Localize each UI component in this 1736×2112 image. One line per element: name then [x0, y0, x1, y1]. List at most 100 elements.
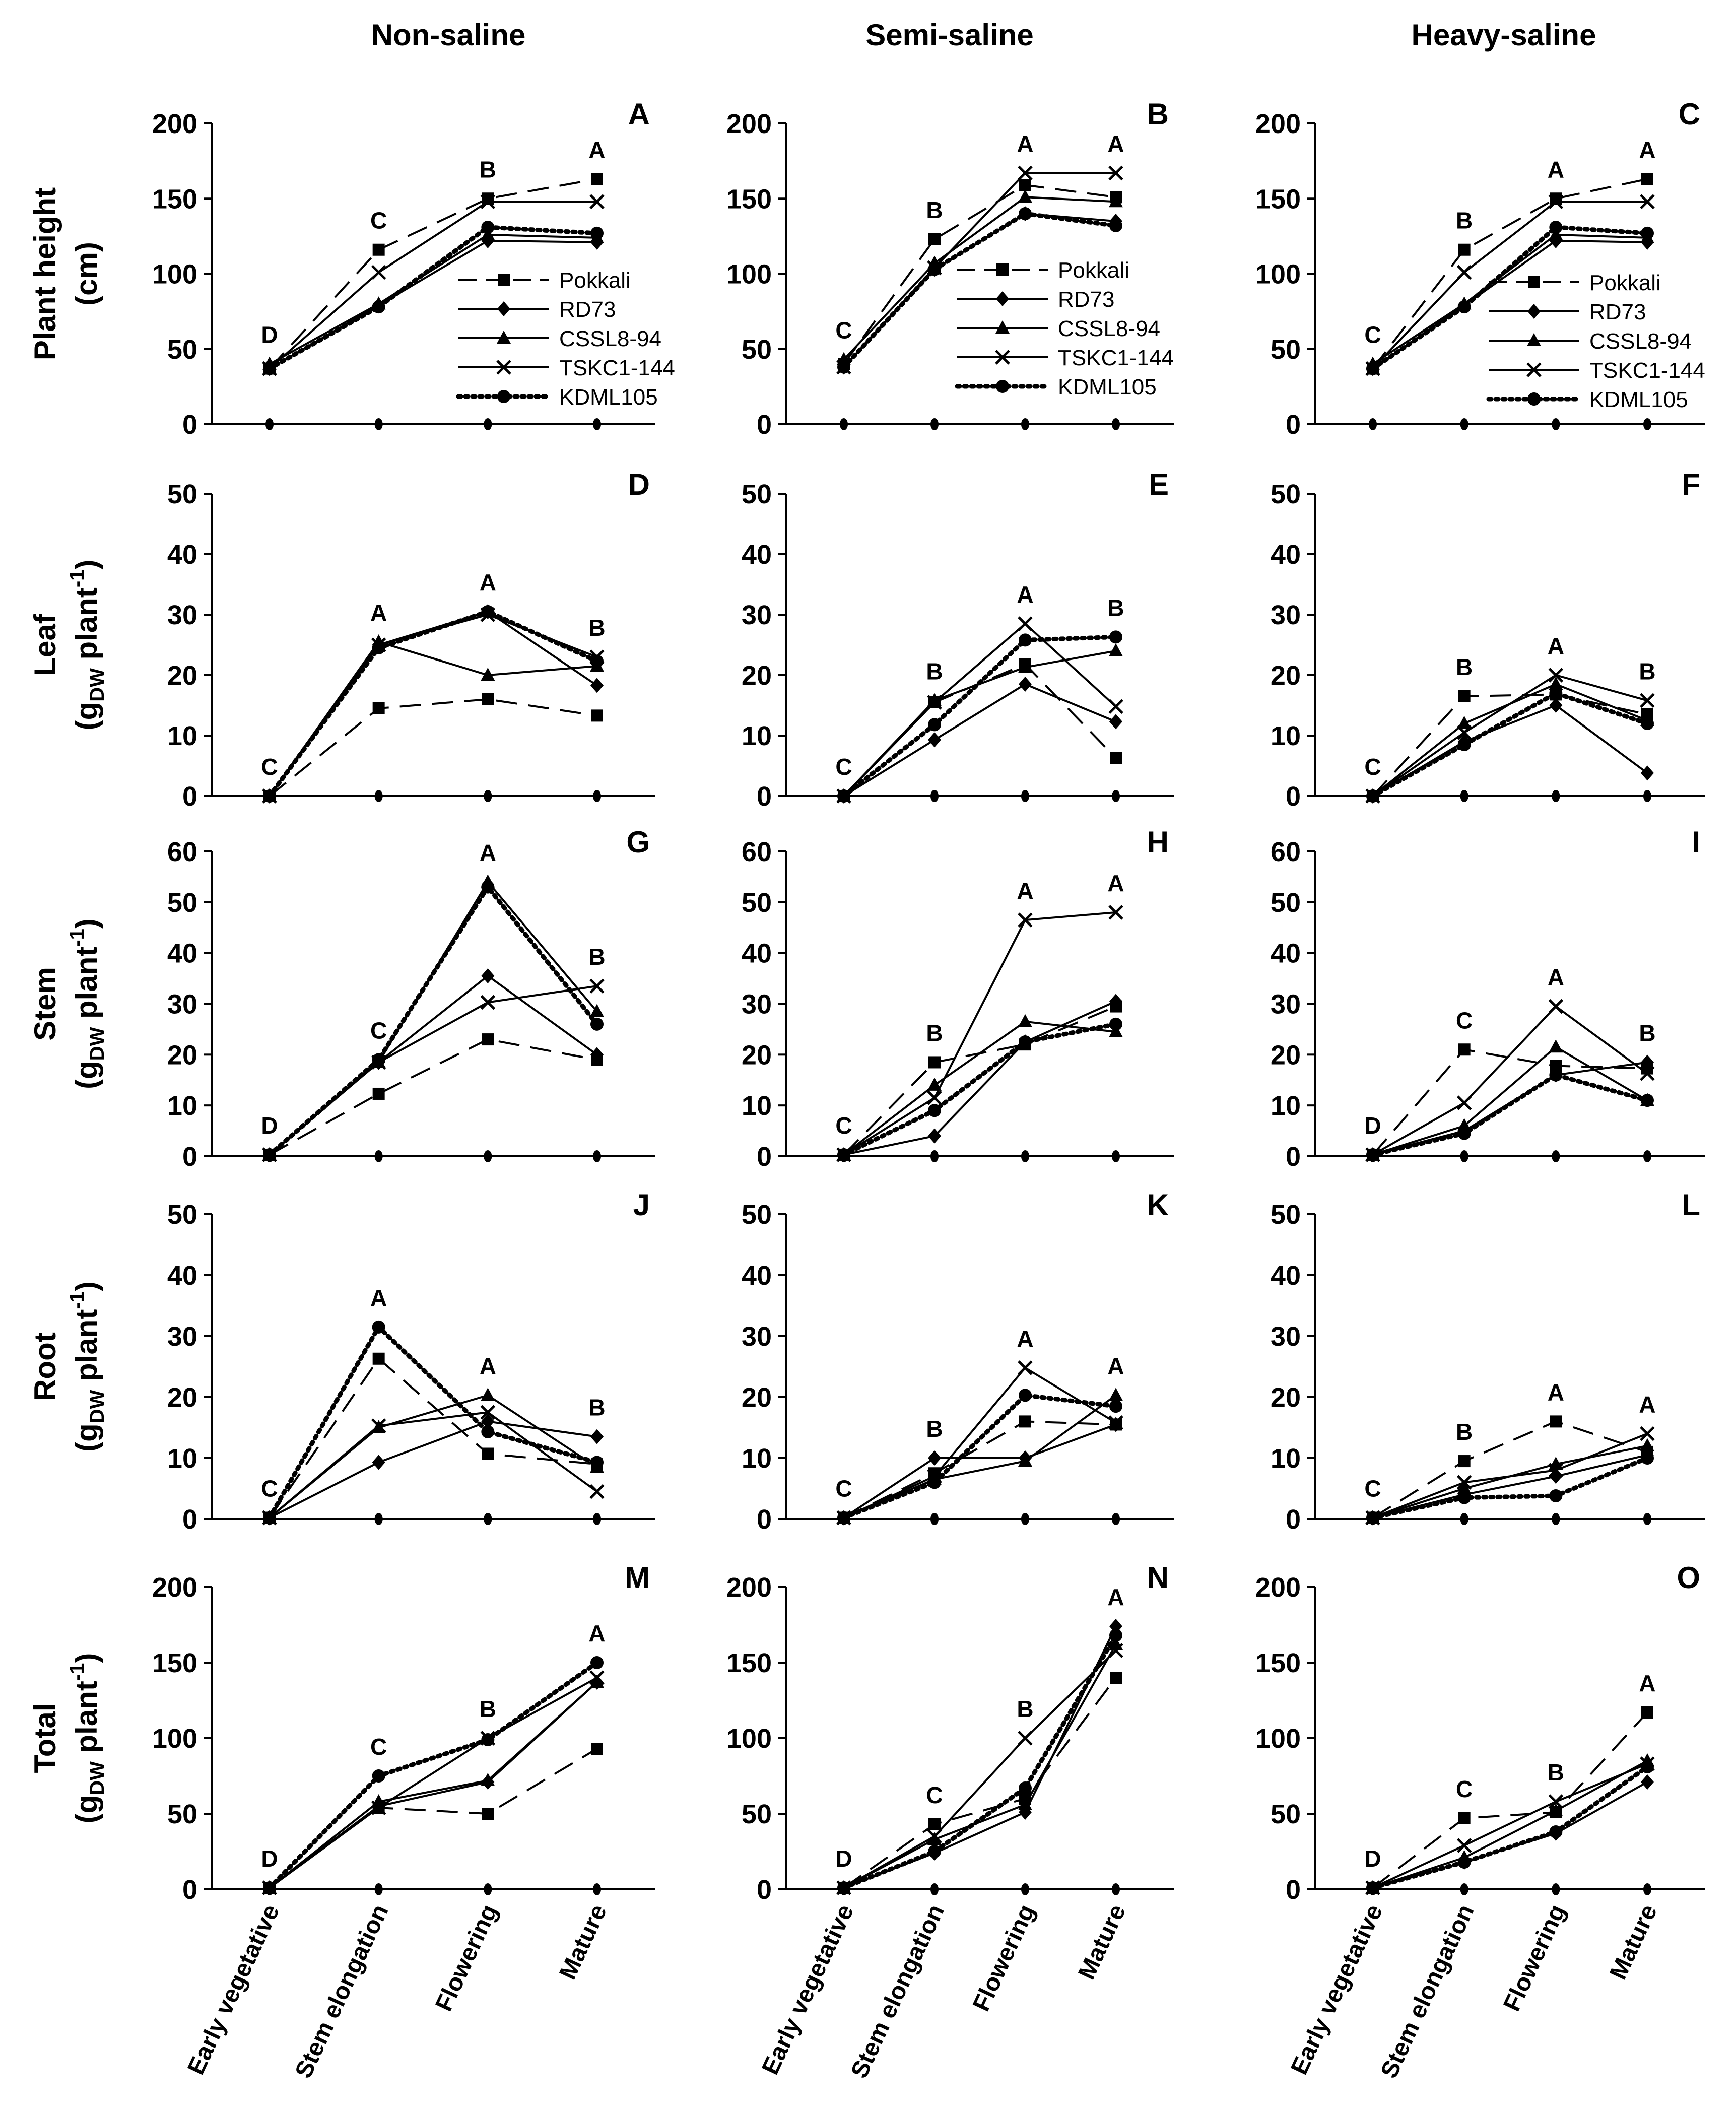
data-point-cssl8-94 [1109, 1024, 1123, 1037]
data-point-kdml105 [928, 1104, 941, 1117]
significance-letter: C [370, 1017, 387, 1043]
y-tick-label: 0 [757, 1875, 772, 1905]
y-tick-label: 50 [742, 479, 772, 509]
data-point-pokkali [928, 233, 941, 245]
data-point-pokkali [372, 1352, 385, 1365]
y-tick-label: 30 [742, 600, 772, 630]
row-label-root: Root(gDW plant-1) [28, 1281, 108, 1452]
x-tick-label: Stem elongation [846, 1900, 950, 2082]
y-tick-label: 50 [167, 479, 197, 509]
data-point-tskc1-144 [1456, 265, 1472, 280]
row-label-main: Root [28, 1332, 62, 1401]
significance-letter: A [1017, 1326, 1033, 1352]
significance-letter: B [588, 944, 605, 970]
significance-letter: A [480, 1353, 496, 1379]
data-point-kdml105 [837, 360, 850, 374]
data-point-kdml105 [263, 1881, 276, 1894]
significance-letter: B [1107, 595, 1124, 621]
data-point-rd73 [928, 1450, 941, 1466]
data-point-pokkali [1110, 1672, 1122, 1684]
y-tick-label: 0 [182, 1875, 197, 1905]
x-tick-dot [374, 1150, 383, 1162]
significance-letter: A [1639, 1670, 1655, 1696]
y-tick-label: 10 [1271, 721, 1301, 751]
x-tick-label: Early vegetative [182, 1900, 285, 2079]
x-tick-dot [1643, 1513, 1651, 1525]
data-point-pokkali [591, 709, 603, 722]
series-pokkali [838, 1672, 1122, 1894]
data-point-kdml105 [1549, 220, 1563, 234]
significance-letter: B [1456, 208, 1473, 234]
y-tick-label: 40 [742, 939, 772, 969]
y-tick-label: 50 [742, 1200, 772, 1230]
diamond-marker [1527, 304, 1541, 319]
significance-letter: A [1548, 633, 1564, 659]
data-point-kdml105 [263, 1148, 276, 1161]
series-line [843, 1020, 1116, 1156]
legend-label-cssl8-94: CSSL8-94 [1589, 329, 1692, 354]
data-point-cssl8-94 [1109, 643, 1123, 656]
data-point-kdml105 [481, 1733, 495, 1746]
row-label-stem: Stem(gDW plant-1) [28, 918, 108, 1089]
x-tick-label-group: Stem elongation [1376, 1900, 1480, 2082]
data-point-kdml105 [1019, 1781, 1032, 1795]
x-tick-dot [593, 418, 601, 430]
series-line [1372, 674, 1648, 797]
x-tick-dot [840, 418, 848, 430]
data-point-cssl8-94 [1640, 1438, 1654, 1451]
x-marker [1526, 362, 1542, 377]
y-tick-label: 10 [1271, 1091, 1301, 1121]
data-point-pokkali [372, 702, 385, 714]
row-label-unit-line2-mid: plant [70, 587, 103, 668]
data-point-tskc1-144 [1456, 1838, 1472, 1853]
series-line [1370, 1072, 1650, 1157]
y-tick-label: 20 [1271, 661, 1301, 691]
data-point-kdml105 [590, 654, 604, 668]
row-label-unit-line2-sup: -1 [66, 1291, 88, 1309]
series-line [267, 609, 599, 799]
data-point-kdml105 [1457, 738, 1471, 751]
data-point-tskc1-144 [1548, 1794, 1564, 1809]
y-tick-label: 0 [757, 1142, 772, 1172]
significance-letter: C [261, 1476, 278, 1502]
row-label-unit-line2-prefix: (g [70, 1061, 103, 1089]
row-label-unit-line2-prefix: (g [70, 702, 103, 731]
data-point-tskc1-144 [1018, 912, 1033, 928]
data-point-cssl8-94 [1457, 716, 1472, 729]
row-label-unit-line2-sup: -1 [66, 570, 88, 588]
x-tick-dot [1021, 1883, 1029, 1895]
significance-letter: B [480, 156, 496, 182]
x-tick-dot [1021, 1150, 1029, 1162]
x-tick-label: Stem elongation [290, 1900, 394, 2082]
series-line [843, 683, 1116, 797]
series-line [843, 1000, 1116, 1156]
y-tick-label: 50 [167, 1200, 197, 1230]
data-point-tskc1-144 [1018, 1731, 1033, 1746]
data-point-tskc1-144 [371, 1800, 386, 1815]
row-label-unit: (gDW plant-1) [66, 560, 108, 731]
series-rd73 [837, 677, 1122, 804]
data-point-kdml105 [481, 605, 495, 618]
x-tick-dot [1552, 1513, 1560, 1525]
triangle-marker [497, 331, 511, 344]
series-line [843, 1644, 1117, 1889]
series-line [1372, 1760, 1648, 1889]
x-tick-dot [1643, 1883, 1651, 1895]
series-cssl8-94 [262, 227, 604, 370]
y-tick-label: 60 [167, 837, 197, 867]
row-label-main: Plant height [28, 187, 62, 360]
significance-letter: C [370, 1734, 387, 1760]
data-point-kdml105 [837, 1511, 850, 1525]
y-tick-label: 30 [167, 1322, 197, 1352]
data-point-kdml105 [837, 789, 850, 803]
panel-letter: C [1679, 97, 1700, 131]
y-tick-label: 40 [742, 1261, 772, 1291]
series-cssl8-94 [837, 1637, 1123, 1893]
x-tick-dot [1021, 790, 1029, 802]
legend-label-kdml105: KDML105 [1058, 375, 1157, 400]
circle-marker [1527, 392, 1541, 406]
x-tick-label-group: Stem elongation [846, 1900, 950, 2082]
data-point-rd73 [1109, 994, 1122, 1009]
